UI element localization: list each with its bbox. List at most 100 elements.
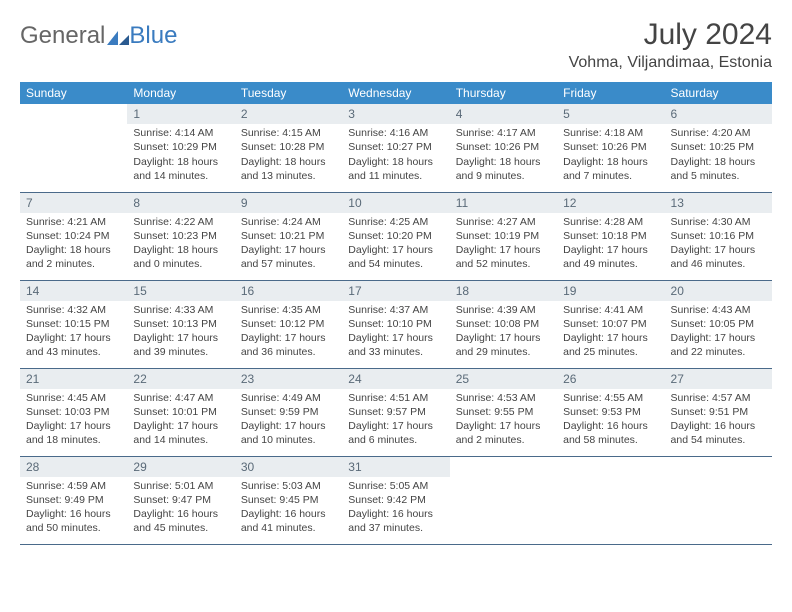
calendar-day: 17Sunrise: 4:37 AMSunset: 10:10 PMDaylig…	[342, 280, 449, 368]
day-line: Sunrise: 4:51 AM	[348, 391, 443, 405]
calendar-day: 24Sunrise: 4:51 AMSunset: 9:57 PMDayligh…	[342, 368, 449, 456]
day-line: and 14 minutes.	[133, 169, 228, 183]
day-line: Daylight: 16 hours	[671, 419, 766, 433]
day-line: Daylight: 17 hours	[671, 331, 766, 345]
day-line: Sunset: 10:19 PM	[456, 229, 551, 243]
day-number: 31	[342, 457, 449, 477]
day-line: and 2 minutes.	[26, 257, 121, 271]
day-number: 10	[342, 193, 449, 213]
calendar-day: 18Sunrise: 4:39 AMSunset: 10:08 PMDaylig…	[450, 280, 557, 368]
calendar-day: 28Sunrise: 4:59 AMSunset: 9:49 PMDayligh…	[20, 456, 127, 544]
day-content: Sunrise: 4:45 AMSunset: 10:03 PMDaylight…	[20, 389, 127, 452]
day-line: Sunrise: 4:35 AM	[241, 303, 336, 317]
day-line: Sunrise: 4:41 AM	[563, 303, 658, 317]
day-line: Daylight: 18 hours	[563, 155, 658, 169]
calendar-day: 29Sunrise: 5:01 AMSunset: 9:47 PMDayligh…	[127, 456, 234, 544]
day-content: Sunrise: 4:14 AMSunset: 10:29 PMDaylight…	[127, 124, 234, 187]
day-line: Daylight: 16 hours	[241, 507, 336, 521]
day-content	[450, 477, 557, 483]
day-line: Sunrise: 4:22 AM	[133, 215, 228, 229]
calendar-day: 12Sunrise: 4:28 AMSunset: 10:18 PMDaylig…	[557, 192, 664, 280]
day-number: 5	[557, 104, 664, 124]
day-line: Daylight: 16 hours	[133, 507, 228, 521]
day-content: Sunrise: 4:53 AMSunset: 9:55 PMDaylight:…	[450, 389, 557, 452]
calendar-day: 26Sunrise: 4:55 AMSunset: 9:53 PMDayligh…	[557, 368, 664, 456]
day-content: Sunrise: 4:30 AMSunset: 10:16 PMDaylight…	[665, 213, 772, 276]
day-line: and 54 minutes.	[671, 433, 766, 447]
day-line: Sunset: 10:18 PM	[563, 229, 658, 243]
day-line: Daylight: 17 hours	[348, 419, 443, 433]
day-line: and 22 minutes.	[671, 345, 766, 359]
day-content: Sunrise: 4:35 AMSunset: 10:12 PMDaylight…	[235, 301, 342, 364]
day-content: Sunrise: 4:17 AMSunset: 10:26 PMDaylight…	[450, 124, 557, 187]
day-line: Daylight: 16 hours	[563, 419, 658, 433]
day-line: and 2 minutes.	[456, 433, 551, 447]
day-content: Sunrise: 5:05 AMSunset: 9:42 PMDaylight:…	[342, 477, 449, 540]
day-line: Sunset: 10:03 PM	[26, 405, 121, 419]
day-line: Sunset: 10:21 PM	[241, 229, 336, 243]
calendar-day	[450, 456, 557, 544]
day-line: Sunrise: 4:15 AM	[241, 126, 336, 140]
day-content	[20, 124, 127, 130]
day-line: Sunrise: 5:01 AM	[133, 479, 228, 493]
calendar-day: 16Sunrise: 4:35 AMSunset: 10:12 PMDaylig…	[235, 280, 342, 368]
day-line: Sunrise: 4:32 AM	[26, 303, 121, 317]
calendar-day: 4Sunrise: 4:17 AMSunset: 10:26 PMDayligh…	[450, 104, 557, 192]
calendar-day: 8Sunrise: 4:22 AMSunset: 10:23 PMDayligh…	[127, 192, 234, 280]
day-line: Daylight: 18 hours	[348, 155, 443, 169]
day-line: and 29 minutes.	[456, 345, 551, 359]
day-content: Sunrise: 4:21 AMSunset: 10:24 PMDaylight…	[20, 213, 127, 276]
day-number: 27	[665, 369, 772, 389]
day-content: Sunrise: 4:33 AMSunset: 10:13 PMDaylight…	[127, 301, 234, 364]
day-line: Daylight: 17 hours	[671, 243, 766, 257]
day-line: and 52 minutes.	[456, 257, 551, 271]
day-line: Daylight: 17 hours	[563, 243, 658, 257]
day-line: Sunrise: 4:14 AM	[133, 126, 228, 140]
day-number: 19	[557, 281, 664, 301]
day-line: Sunrise: 4:21 AM	[26, 215, 121, 229]
weekday-header: Sunday	[20, 82, 127, 104]
calendar-day: 13Sunrise: 4:30 AMSunset: 10:16 PMDaylig…	[665, 192, 772, 280]
day-line: and 7 minutes.	[563, 169, 658, 183]
day-content: Sunrise: 4:16 AMSunset: 10:27 PMDaylight…	[342, 124, 449, 187]
day-line: and 54 minutes.	[348, 257, 443, 271]
weekday-header: Friday	[557, 82, 664, 104]
day-number: 4	[450, 104, 557, 124]
day-line: Daylight: 18 hours	[241, 155, 336, 169]
calendar-week: 21Sunrise: 4:45 AMSunset: 10:03 PMDaylig…	[20, 368, 772, 456]
day-content: Sunrise: 4:57 AMSunset: 9:51 PMDaylight:…	[665, 389, 772, 452]
day-number: 15	[127, 281, 234, 301]
day-line: and 18 minutes.	[26, 433, 121, 447]
day-line: and 43 minutes.	[26, 345, 121, 359]
day-line: and 33 minutes.	[348, 345, 443, 359]
day-number	[665, 457, 772, 477]
day-line: Daylight: 17 hours	[456, 331, 551, 345]
weekday-header: Thursday	[450, 82, 557, 104]
day-number: 9	[235, 193, 342, 213]
calendar-day: 2 Sunrise: 4:15 AMSunset: 10:28 PMDayligh…	[235, 104, 342, 192]
calendar-week: 14Sunrise: 4:32 AMSunset: 10:15 PMDaylig…	[20, 280, 772, 368]
day-line: Sunset: 9:47 PM	[133, 493, 228, 507]
day-content: Sunrise: 4:28 AMSunset: 10:18 PMDaylight…	[557, 213, 664, 276]
day-line: Daylight: 16 hours	[26, 507, 121, 521]
day-content: Sunrise: 4:24 AMSunset: 10:21 PMDaylight…	[235, 213, 342, 276]
day-content: Sunrise: 4:51 AMSunset: 9:57 PMDaylight:…	[342, 389, 449, 452]
weekday-header: Monday	[127, 82, 234, 104]
day-line: Sunset: 10:28 PM	[241, 140, 336, 154]
day-line: Sunrise: 4:49 AM	[241, 391, 336, 405]
day-line: Daylight: 18 hours	[133, 155, 228, 169]
weekday-header: Tuesday	[235, 82, 342, 104]
day-line: Sunset: 9:45 PM	[241, 493, 336, 507]
day-line: Sunset: 10:20 PM	[348, 229, 443, 243]
day-line: and 9 minutes.	[456, 169, 551, 183]
day-line: and 37 minutes.	[348, 521, 443, 535]
day-line: and 39 minutes.	[133, 345, 228, 359]
day-number: 1	[127, 104, 234, 124]
day-line: Sunrise: 4:20 AM	[671, 126, 766, 140]
calendar-day: 27Sunrise: 4:57 AMSunset: 9:51 PMDayligh…	[665, 368, 772, 456]
day-line: and 14 minutes.	[133, 433, 228, 447]
day-line: and 50 minutes.	[26, 521, 121, 535]
day-line: Daylight: 16 hours	[348, 507, 443, 521]
day-number: 2	[235, 104, 342, 124]
day-line: Sunset: 9:49 PM	[26, 493, 121, 507]
